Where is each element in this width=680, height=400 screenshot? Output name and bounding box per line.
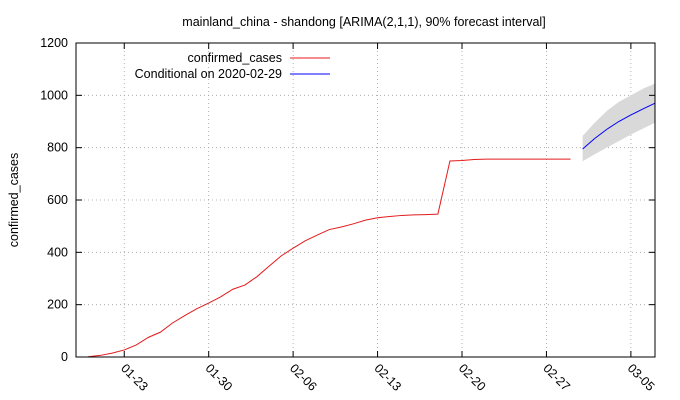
- series-line-confirmed-cases: [88, 158, 571, 358]
- grid: [76, 43, 655, 357]
- legend: confirmed_cases Conditional on 2020-02-29: [135, 51, 330, 81]
- y-tick-label: 1000: [40, 88, 68, 102]
- x-tick-label: 01-30: [203, 361, 236, 394]
- y-tick-label: 1200: [40, 36, 68, 50]
- y-axis-label: confirmed_cases: [7, 153, 21, 248]
- y-tick-label: 600: [47, 193, 68, 207]
- y-tick-label: 400: [47, 245, 68, 259]
- x-tick-label: 03-05: [625, 361, 658, 394]
- forecast-interval: [582, 83, 655, 162]
- x-tick-label: 01-23: [118, 361, 151, 394]
- y-tick-label: 200: [47, 298, 68, 312]
- legend-label: confirmed_cases: [188, 51, 283, 65]
- x-tick-label: 02-27: [540, 361, 573, 394]
- x-tick-label: 02-20: [456, 361, 489, 394]
- legend-label: Conditional on 2020-02-29: [135, 67, 282, 81]
- axis-ticks: 0 200 400 600 800 1000 1200 01-23 01-30 02-06 02-1…: [40, 36, 657, 394]
- chart-title: mainland_china - shandong [ARIMA(2,1,1),…: [182, 15, 545, 29]
- y-tick-label: 0: [61, 350, 68, 364]
- y-tick-label: 800: [47, 141, 68, 155]
- x-tick-label: 02-06: [287, 361, 320, 394]
- series-line-forecast: [582, 102, 656, 150]
- x-tick-label: 02-13: [371, 361, 404, 394]
- series-lines: [88, 102, 656, 358]
- forecast-interval-band: [582, 83, 655, 162]
